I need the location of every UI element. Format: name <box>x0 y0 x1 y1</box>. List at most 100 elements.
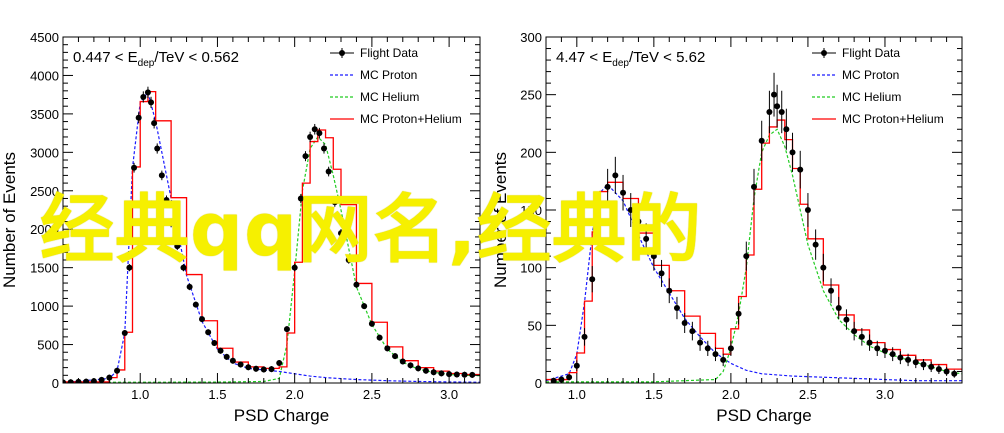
data-point <box>650 253 657 260</box>
data-point <box>192 301 199 308</box>
y-tick-label: 2500 <box>30 184 59 199</box>
x-tick-label: 3.0 <box>876 387 894 402</box>
y-tick-label: 500 <box>37 338 59 353</box>
data-point <box>438 370 445 377</box>
x-tick-label: 2.5 <box>799 387 817 402</box>
data-point <box>148 99 155 106</box>
data-point <box>302 153 309 160</box>
data-point <box>253 365 260 372</box>
data-point <box>131 164 138 171</box>
data-point <box>889 351 896 358</box>
data-point <box>151 120 158 127</box>
data-point <box>353 281 360 288</box>
x-axis-label: PSD Charge <box>234 406 329 425</box>
series-mc-proton <box>63 91 480 383</box>
annotation-subscript: dep <box>138 58 155 69</box>
data-point <box>154 145 161 152</box>
data-point <box>943 368 950 375</box>
data-point <box>331 199 338 206</box>
y-tick-label: 4500 <box>30 30 59 45</box>
data-point <box>689 328 696 335</box>
legend-marker-point <box>339 50 345 56</box>
data-point <box>311 126 318 133</box>
y-tick-label: 1000 <box>30 299 59 314</box>
data-point <box>268 366 275 373</box>
energy-range-annotation: 4.47 < Edep/TeV < 5.62 <box>556 49 705 69</box>
data-point <box>430 369 437 376</box>
data-point <box>566 374 573 381</box>
data-point <box>158 172 165 179</box>
data-point <box>126 264 133 271</box>
data-point <box>325 168 332 175</box>
data-point <box>851 328 858 335</box>
plot-area <box>546 72 962 383</box>
data-point <box>643 235 650 242</box>
legend-label: MC Proton+Helium <box>842 112 944 126</box>
data-point <box>144 89 151 96</box>
data-point <box>920 361 927 368</box>
legend-label: Flight Data <box>842 46 900 60</box>
data-point <box>307 133 314 140</box>
data-point <box>820 264 827 271</box>
plot-area <box>63 86 480 383</box>
chart-left: 1.0 1.5 2.0 2.5 3.0 0 500 1000 1500 2000 2500 3000 3… <box>0 30 481 425</box>
y-tick-label: 3000 <box>30 145 59 160</box>
data-point <box>392 353 399 360</box>
data-point <box>106 374 113 381</box>
data-point <box>935 366 942 373</box>
data-point <box>881 347 888 354</box>
data-point <box>751 183 757 190</box>
legend-label: MC Helium <box>842 90 901 104</box>
data-point <box>758 137 765 144</box>
plot-frame <box>62 36 481 384</box>
data-point <box>217 347 224 354</box>
data-point <box>205 329 212 336</box>
data-point <box>589 276 596 283</box>
data-point <box>297 195 304 202</box>
data-point <box>596 218 603 225</box>
data-point <box>186 283 193 290</box>
chart-right: 1.0 1.5 2.0 2.5 3.0 0 50 100 150 200 250 300 PSD Cha… <box>491 30 963 425</box>
data-point <box>283 326 290 333</box>
data-point <box>338 230 344 237</box>
data-point <box>581 333 588 340</box>
data-point <box>114 367 121 374</box>
data-point <box>163 197 170 204</box>
y-tick-label: 250 <box>520 88 542 103</box>
x-tick-label: 1.0 <box>131 387 149 402</box>
data-point <box>673 305 680 312</box>
data-point <box>727 345 734 352</box>
data-point <box>229 357 236 364</box>
y-tick-label: 2000 <box>30 222 59 237</box>
data-point <box>627 207 634 213</box>
data-point <box>291 264 298 271</box>
data-point <box>384 345 391 352</box>
data-point <box>712 351 719 358</box>
data-point <box>376 334 383 341</box>
data-point <box>704 345 711 352</box>
data-point <box>783 126 790 133</box>
x-tick-label: 3.0 <box>440 387 458 402</box>
annotation-part: /TeV < 0.562 <box>154 49 239 66</box>
y-tick-label: 50 <box>528 318 542 333</box>
data-point <box>835 305 842 312</box>
energy-range-annotation: 0.447 < Edep/TeV < 0.562 <box>73 49 239 69</box>
data-point <box>874 345 881 352</box>
data-point <box>345 256 352 263</box>
data-point <box>905 356 912 363</box>
data-point <box>620 189 627 196</box>
legend-label: MC Proton+Helium <box>360 112 462 126</box>
data-point <box>951 370 958 377</box>
data-point <box>321 145 328 152</box>
data-point <box>98 376 105 383</box>
data-point <box>399 358 406 365</box>
y-tick-label: 1500 <box>30 261 59 276</box>
x-tick-label: 1.5 <box>645 387 663 402</box>
data-point <box>604 183 611 190</box>
data-point <box>223 353 230 360</box>
annotation-part: 4.47 < E <box>556 49 612 66</box>
data-point <box>67 379 74 383</box>
data-point <box>812 241 819 248</box>
data-point <box>635 218 642 225</box>
